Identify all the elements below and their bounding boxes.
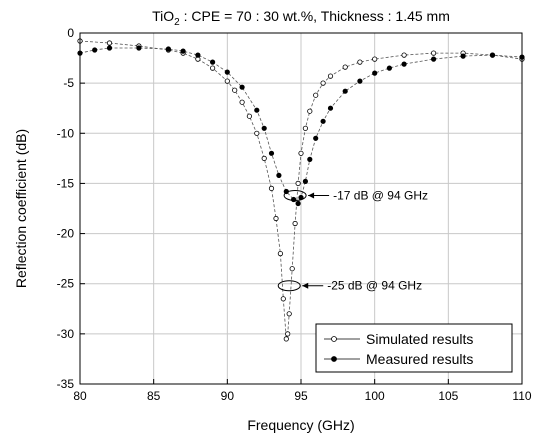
data-point (180, 48, 186, 54)
data-point (372, 70, 378, 76)
title-rest: : CPE = 70 : 30 wt.%, Thickness : 1.45 m… (180, 8, 450, 24)
data-point (195, 52, 201, 58)
x-tick-label: 85 (147, 389, 161, 403)
x-tick-label: 95 (294, 389, 308, 403)
series-layer (77, 38, 525, 342)
x-tick-label: 80 (73, 389, 87, 403)
data-point (268, 150, 275, 156)
data-point (277, 251, 283, 257)
data-point (285, 331, 291, 337)
data-point (357, 78, 363, 84)
data-point (273, 215, 279, 222)
data-point (489, 52, 496, 58)
data-point (106, 40, 113, 46)
y-tick-label: -5 (63, 76, 74, 90)
data-point (295, 180, 301, 186)
legend: Simulated results Measured results (315, 323, 513, 373)
y-tick-label: -25 (57, 277, 75, 291)
data-point (254, 130, 260, 136)
title-prefix: TiO (152, 8, 174, 24)
data-point (290, 196, 297, 203)
legend-box (315, 323, 513, 373)
data-point (165, 46, 171, 52)
data-point (430, 50, 437, 56)
annotation-ellipse (283, 189, 307, 201)
title-subscript: 2 (174, 17, 180, 28)
legend-marker (331, 336, 337, 342)
data-point (106, 45, 113, 51)
y-tick-label: -35 (57, 377, 75, 391)
x-tick-label: 100 (365, 389, 385, 403)
data-point (261, 155, 267, 161)
series-measured (77, 45, 525, 207)
y-tick-label: 0 (67, 26, 74, 40)
data-point (239, 84, 245, 90)
x-tick-label: 90 (221, 389, 235, 403)
data-point (327, 73, 334, 79)
data-point (254, 107, 260, 113)
data-point (313, 92, 319, 98)
data-point (298, 150, 304, 156)
data-point (289, 266, 295, 272)
data-point (357, 59, 363, 65)
data-point (210, 65, 216, 71)
data-point (372, 56, 378, 62)
data-point (261, 125, 267, 131)
legend-label: Measured results (366, 351, 473, 367)
data-point (246, 113, 252, 119)
y-tick-label: -20 (57, 227, 75, 241)
data-point (239, 99, 245, 105)
data-point (320, 118, 326, 124)
data-point (302, 125, 308, 131)
data-point (386, 65, 392, 71)
data-point (302, 178, 308, 184)
data-point (327, 105, 334, 111)
y-tick-label: -10 (57, 126, 75, 140)
data-point (232, 87, 238, 93)
y-tick-label: -30 (57, 327, 75, 341)
annotation-label: -17 dB @ 94 GHz (333, 188, 428, 202)
data-point (224, 69, 230, 75)
data-point (210, 59, 216, 65)
x-tick-label: 110 (512, 389, 531, 403)
data-point (286, 311, 292, 317)
data-point (292, 220, 298, 227)
annotation-ellipse (277, 280, 301, 292)
legend-label: Simulated results (366, 331, 473, 347)
arrow-head-icon (302, 282, 309, 289)
data-point (307, 156, 313, 162)
data-point (401, 61, 407, 67)
data-point (313, 135, 319, 141)
legend-marker (331, 356, 337, 362)
data-point (430, 56, 437, 62)
data-point (268, 185, 275, 191)
data-point (276, 172, 282, 178)
y-tick-label: -15 (57, 176, 75, 190)
data-point (342, 88, 348, 94)
chart-title: TiO2 : CPE = 70 : 30 wt.%, Thickness : 1… (152, 8, 450, 28)
y-axis-label: Reflection coefficient (dB) (13, 129, 29, 288)
data-point (92, 47, 98, 53)
data-point (401, 52, 407, 58)
axis-ticks: 80 85 90 95 100 105 110 0 -5 -10 -15 -20 -25 -30 -35 (57, 26, 532, 403)
data-point (283, 336, 289, 342)
annotations: -17 dB @ 94 GHz -25 dB @ 94 GHz (277, 188, 428, 293)
data-point (460, 53, 466, 59)
annotation-label: -25 dB @ 94 GHz (327, 279, 422, 293)
data-point (224, 78, 230, 84)
data-point (342, 64, 348, 70)
x-tick-label: 105 (438, 389, 458, 403)
data-point (320, 80, 326, 86)
arrow-head-icon (308, 192, 315, 199)
x-axis-label: Frequency (GHz) (247, 417, 354, 433)
data-point (295, 200, 301, 207)
data-point (136, 45, 142, 51)
data-point (280, 296, 286, 302)
data-point (307, 108, 313, 114)
